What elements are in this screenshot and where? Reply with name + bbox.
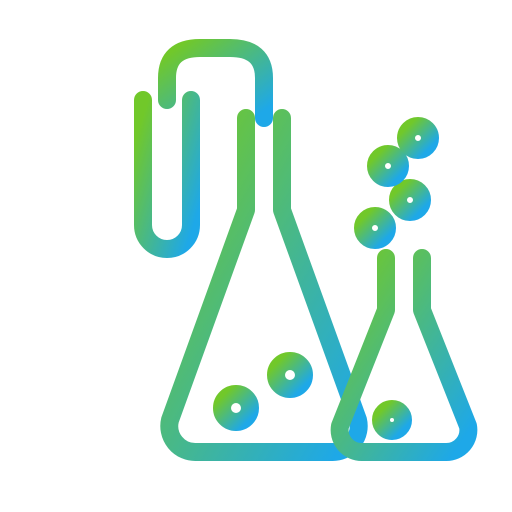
chemistry-lab-icon (0, 0, 512, 512)
